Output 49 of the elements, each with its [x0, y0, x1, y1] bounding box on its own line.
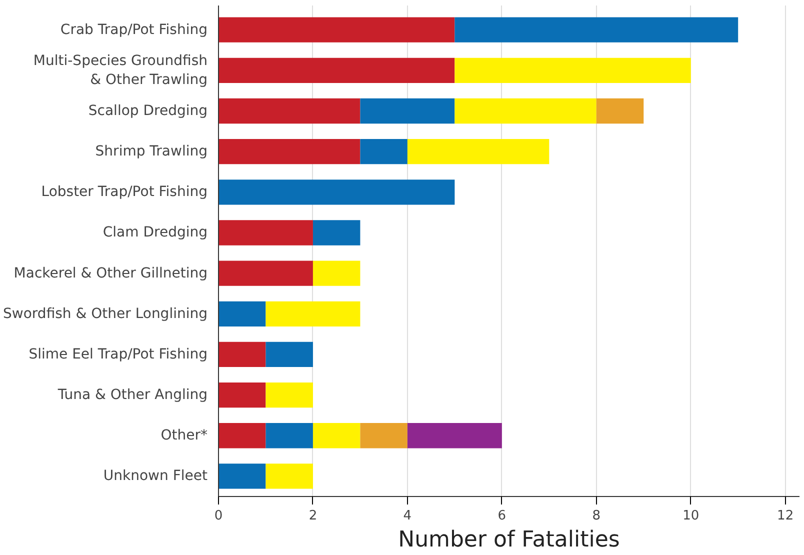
- bar: [218, 139, 360, 164]
- bar: [596, 98, 644, 124]
- bar: [454, 58, 691, 84]
- bar: [218, 382, 266, 408]
- bar: [266, 382, 313, 408]
- y-tick-label: Swordfish & Other Longlining: [3, 306, 208, 322]
- bar: [266, 342, 313, 368]
- bar: [218, 180, 455, 205]
- bar: [218, 17, 455, 42]
- y-tick-label: Clam Dredging: [102, 224, 208, 241]
- x-tick-label: 0: [214, 508, 223, 524]
- bar: [312, 220, 360, 246]
- x-axis-title: Number of Fatalities: [398, 528, 620, 552]
- bar: [407, 423, 502, 448]
- bar: [454, 17, 738, 42]
- x-tick-label: 12: [777, 508, 794, 524]
- y-tick-label: Shrimp Trawling: [95, 144, 208, 160]
- bar: [218, 58, 455, 84]
- bar: [360, 139, 408, 164]
- x-tick-label: 8: [592, 508, 601, 524]
- bar: [312, 423, 360, 448]
- bar: [218, 423, 266, 448]
- y-tick-label: Slime Eel Trap/Pot Fishing: [28, 346, 208, 362]
- bar: [218, 464, 266, 489]
- bar: [218, 301, 266, 326]
- x-tick-label: 10: [682, 508, 700, 524]
- bar: [407, 139, 550, 164]
- y-tick-label: Crab Trap/Pot Fishing: [60, 22, 208, 38]
- y-tick-label: Tuna & Other Angling: [56, 387, 208, 404]
- bar: [218, 260, 313, 286]
- bar: [454, 98, 596, 124]
- bar: [266, 301, 360, 326]
- bar: [218, 98, 360, 124]
- bar: [360, 423, 408, 448]
- y-tick-label: Unknown Fleet: [103, 468, 208, 484]
- bar: [312, 260, 360, 286]
- y-tick-label: Multi-Species Groundfish & Other Trawling: [33, 52, 208, 88]
- bar: [266, 423, 313, 448]
- y-tick-label: Scallop Dredging: [88, 103, 208, 120]
- x-tick-label: 2: [308, 508, 318, 524]
- bar: [360, 98, 455, 124]
- y-tick-label: Other*: [160, 428, 208, 444]
- x-tick-label: 4: [403, 508, 412, 524]
- x-tick-label: 6: [498, 508, 506, 524]
- bar: [218, 220, 313, 246]
- y-tick-label: Lobster Trap/Pot Fishing: [41, 184, 208, 200]
- bar: [218, 342, 266, 368]
- y-tick-label: Mackerel & Other Gillneting: [14, 265, 208, 282]
- bar: [266, 464, 313, 489]
